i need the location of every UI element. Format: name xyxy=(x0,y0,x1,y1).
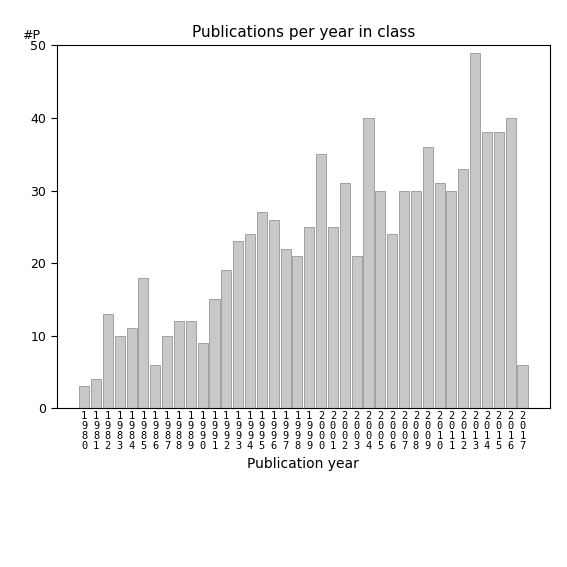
Bar xyxy=(79,387,89,408)
Bar xyxy=(293,256,302,408)
Bar xyxy=(340,183,350,408)
Bar xyxy=(458,169,468,408)
Bar xyxy=(399,191,409,408)
Bar xyxy=(363,118,374,408)
Bar xyxy=(126,328,137,408)
Bar xyxy=(209,299,219,408)
Bar xyxy=(281,248,291,408)
Bar xyxy=(198,343,208,408)
Bar xyxy=(174,321,184,408)
Bar xyxy=(470,53,480,408)
Bar xyxy=(423,147,433,408)
Bar xyxy=(352,256,362,408)
Bar xyxy=(316,154,326,408)
Bar xyxy=(269,219,279,408)
Bar xyxy=(91,379,101,408)
Bar xyxy=(411,191,421,408)
Bar xyxy=(375,191,386,408)
Bar xyxy=(257,212,267,408)
Text: #P: #P xyxy=(22,29,40,42)
Bar xyxy=(221,270,231,408)
Bar xyxy=(245,234,255,408)
Bar xyxy=(162,336,172,408)
Bar xyxy=(446,191,456,408)
Title: Publications per year in class: Publications per year in class xyxy=(192,25,415,40)
Bar xyxy=(494,133,504,408)
Bar xyxy=(233,242,243,408)
X-axis label: Publication year: Publication year xyxy=(247,456,359,471)
Bar xyxy=(186,321,196,408)
Bar xyxy=(328,227,338,408)
Bar xyxy=(304,227,314,408)
Bar xyxy=(506,118,516,408)
Bar xyxy=(434,183,445,408)
Bar xyxy=(150,365,160,408)
Bar xyxy=(518,365,527,408)
Bar xyxy=(138,278,149,408)
Bar xyxy=(387,234,397,408)
Bar xyxy=(115,336,125,408)
Bar xyxy=(482,133,492,408)
Bar xyxy=(103,314,113,408)
